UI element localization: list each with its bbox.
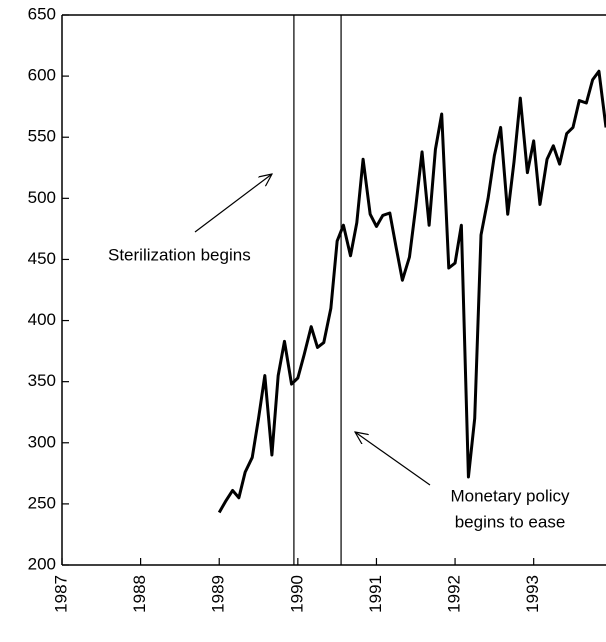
y-tick-label: 500	[28, 188, 56, 207]
y-tick-label: 250	[28, 493, 56, 512]
annotation: Monetary policy	[450, 486, 570, 505]
x-tick-label: 1988	[130, 575, 149, 613]
annotation: Sterilization begins	[108, 245, 251, 264]
y-tick-label: 450	[28, 249, 56, 268]
y-tick-label: 400	[28, 310, 56, 329]
x-tick-label: 1993	[523, 575, 542, 613]
y-tick-label: 600	[28, 66, 56, 85]
x-tick-label: 1992	[445, 575, 464, 613]
data-line	[217, 69, 606, 514]
y-tick-label: 350	[28, 371, 56, 390]
x-tick-label: 1989	[209, 575, 228, 613]
arrow	[194, 174, 272, 233]
x-tick-label: 1990	[287, 575, 306, 613]
y-tick-label: 200	[28, 554, 56, 573]
y-tick-label: 650	[28, 4, 56, 23]
annotation: begins to ease	[455, 512, 566, 531]
x-tick-label: 1987	[51, 575, 70, 613]
y-tick-label: 300	[28, 432, 56, 451]
arrow	[355, 432, 431, 486]
x-tick-label: 1991	[366, 575, 385, 613]
y-tick-label: 550	[28, 127, 56, 146]
